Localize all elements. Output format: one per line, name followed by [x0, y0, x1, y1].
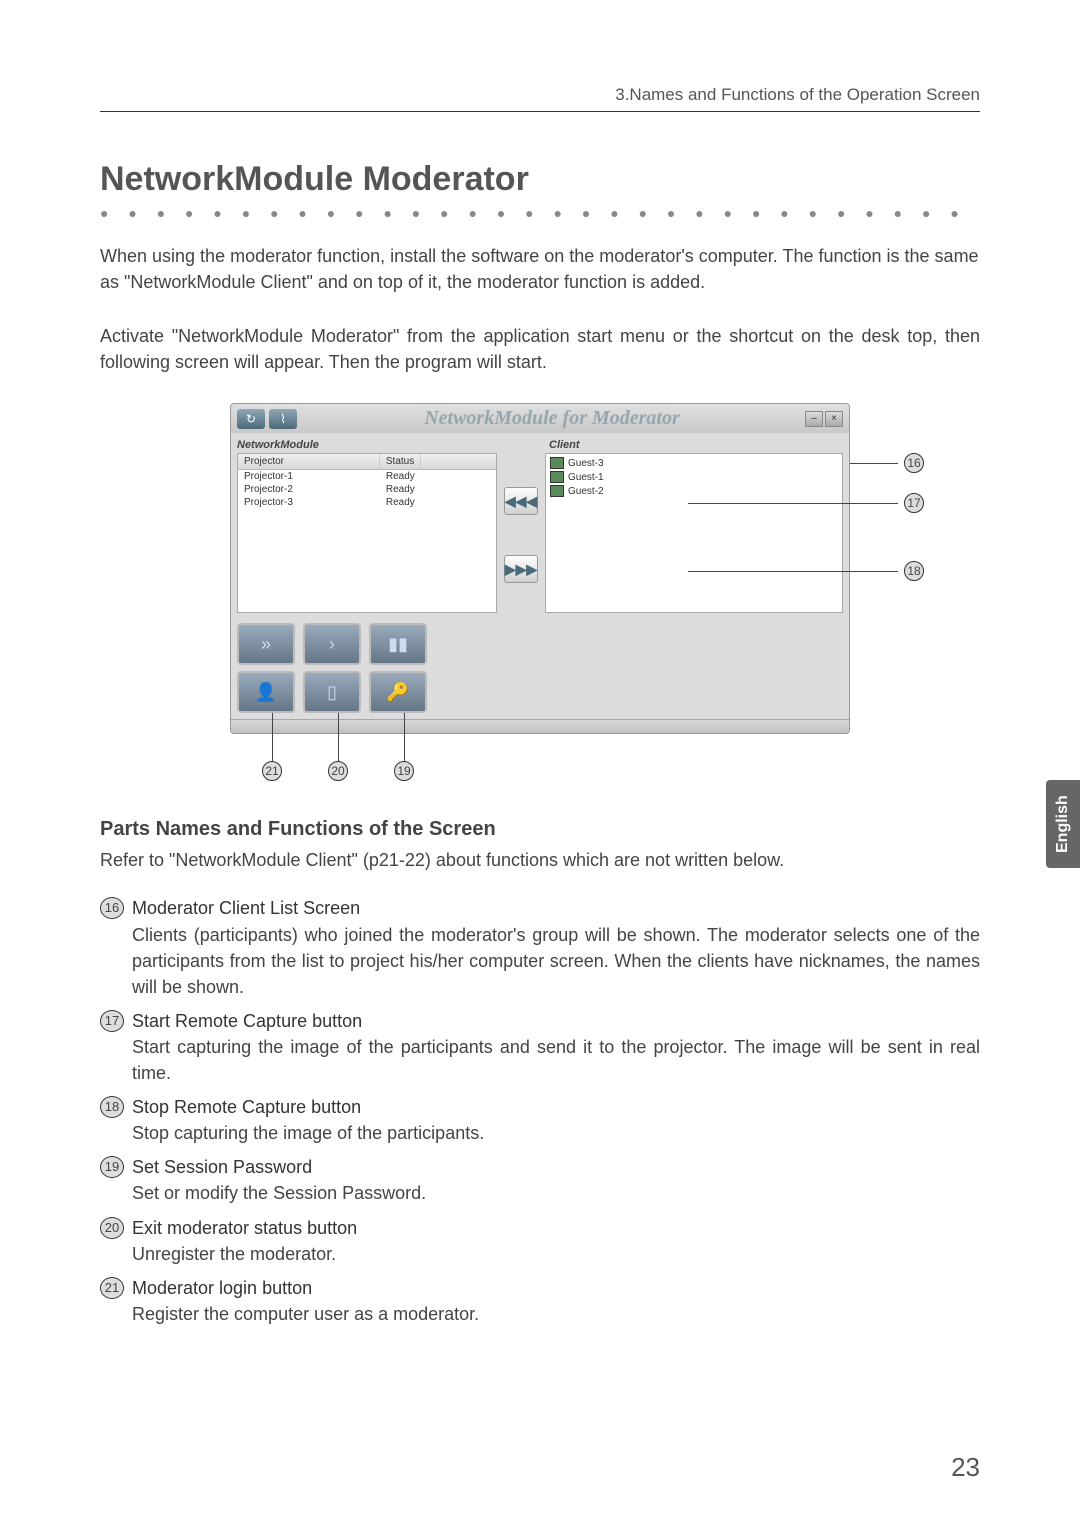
callout-18: 18	[904, 561, 924, 581]
callout-line	[404, 713, 405, 761]
item-description: Clients (participants) who joined the mo…	[132, 922, 980, 1000]
monitor-icon	[550, 457, 564, 469]
item-description: Set or modify the Session Password.	[132, 1180, 980, 1206]
networkmodule-label: NetworkModule	[237, 439, 497, 451]
callout-line	[850, 463, 898, 464]
parts-list-item: 18 Stop Remote Capture buttonStop capturi…	[100, 1094, 980, 1146]
client-label: Client	[549, 439, 843, 451]
close-button[interactable]: ×	[825, 411, 843, 427]
page-number: 23	[951, 1452, 980, 1483]
session-password-button[interactable]: 🔑	[369, 671, 427, 713]
chapter-header: 3.Names and Functions of the Operation S…	[100, 85, 980, 112]
item-number-badge: 17	[100, 1010, 124, 1032]
callout-line	[688, 571, 898, 572]
projector-table: Projector Status Projector-1Ready Projec…	[237, 453, 497, 613]
table-row: Projector-2Ready	[238, 483, 496, 496]
item-number-badge: 19	[100, 1156, 124, 1178]
callout-21: 21	[262, 761, 282, 781]
item-description: Register the computer user as a moderato…	[132, 1301, 980, 1327]
toolbar-button-2[interactable]: ›	[303, 623, 361, 665]
stop-remote-capture-button[interactable]: ▶▶▶	[504, 555, 538, 583]
client-list[interactable]: Guest-3 Guest-1 Guest-2	[545, 453, 843, 613]
callout-17: 17	[904, 493, 924, 513]
start-remote-capture-button[interactable]: ◀◀◀	[504, 487, 538, 515]
parts-list-item: 16 Moderator Client List ScreenClients (p…	[100, 895, 980, 999]
moderator-login-button[interactable]: 👤	[237, 671, 295, 713]
item-description: Stop capturing the image of the particip…	[132, 1120, 980, 1146]
intro-paragraph-2: Activate "NetworkModule Moderator" from …	[100, 323, 980, 375]
language-tab: English	[1046, 780, 1080, 868]
callout-20: 20	[328, 761, 348, 781]
monitor-icon	[550, 471, 564, 483]
col-status: Status	[380, 454, 421, 469]
item-description: Unregister the moderator.	[132, 1241, 980, 1267]
parts-list-item: 19 Set Session PasswordSet or modify the …	[100, 1154, 980, 1206]
app-screenshot: ↻ ⌇ NetworkModule for Moderator – × Netw…	[230, 403, 850, 734]
section-title: Parts Names and Functions of the Screen	[100, 818, 980, 841]
table-row: Projector-1Ready	[238, 470, 496, 483]
callout-line	[272, 713, 273, 761]
intro-paragraph-1: When using the moderator function, insta…	[100, 243, 980, 295]
callout-16: 16	[904, 453, 924, 473]
callout-19: 19	[394, 761, 414, 781]
col-projector: Projector	[238, 454, 380, 469]
refresh-icon[interactable]: ↻	[237, 409, 265, 429]
list-item[interactable]: Guest-1	[548, 470, 840, 484]
callout-line	[688, 503, 898, 504]
parts-list: 16 Moderator Client List ScreenClients (p…	[100, 895, 980, 1326]
item-description: Start capturing the image of the partici…	[132, 1034, 980, 1086]
toolbar-button-3[interactable]: ▮▮	[369, 623, 427, 665]
list-item[interactable]: Guest-3	[548, 456, 840, 470]
page-title: NetworkModule Moderator	[100, 160, 980, 199]
window-footer	[231, 719, 849, 733]
item-title: Exit moderator status button	[132, 1215, 980, 1241]
toolbar-button-1[interactable]: »	[237, 623, 295, 665]
parts-list-item: 21 Moderator login buttonRegister the com…	[100, 1275, 980, 1327]
list-item[interactable]: Guest-2	[548, 484, 840, 498]
item-number-badge: 18	[100, 1096, 124, 1118]
item-title: Moderator Client List Screen	[132, 895, 980, 921]
item-title: Start Remote Capture button	[132, 1008, 980, 1034]
parts-list-item: 17 Start Remote Capture buttonStart captu…	[100, 1008, 980, 1086]
item-title: Moderator login button	[132, 1275, 980, 1301]
parts-list-item: 20 Exit moderator status buttonUnregister…	[100, 1215, 980, 1267]
title-underline-dots: ● ● ● ● ● ● ● ● ● ● ● ● ● ● ● ● ● ● ● ● …	[100, 205, 980, 221]
item-title: Stop Remote Capture button	[132, 1094, 980, 1120]
item-number-badge: 21	[100, 1277, 124, 1299]
table-row: Projector-3Ready	[238, 496, 496, 509]
wifi-icon[interactable]: ⌇	[269, 409, 297, 429]
item-number-badge: 20	[100, 1217, 124, 1239]
window-title: NetworkModule for Moderator	[301, 407, 803, 430]
section-intro: Refer to "NetworkModule Client" (p21-22)…	[100, 847, 980, 873]
minimize-button[interactable]: –	[805, 411, 823, 427]
monitor-icon	[550, 485, 564, 497]
exit-moderator-button[interactable]: ▯	[303, 671, 361, 713]
item-number-badge: 16	[100, 897, 124, 919]
item-title: Set Session Password	[132, 1154, 980, 1180]
callout-line	[338, 713, 339, 761]
